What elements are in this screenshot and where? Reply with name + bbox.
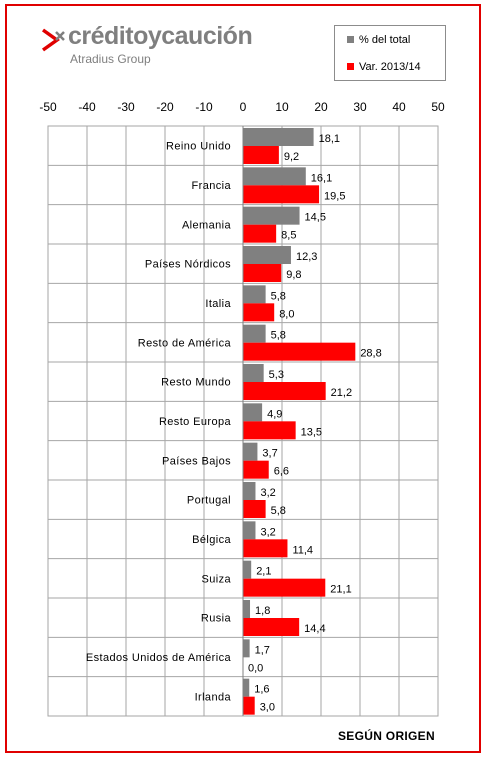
bar-total xyxy=(243,560,252,579)
data-label-total: 16,1 xyxy=(311,172,332,184)
category-label: Reino Unido xyxy=(166,141,231,153)
legend-label-var: Var. 2013/14 xyxy=(359,61,421,73)
x-tick-label: -20 xyxy=(156,100,174,114)
data-label-var: 13,5 xyxy=(301,426,322,438)
legend-item-var: Var. 2013/14 xyxy=(347,61,421,73)
bar-var xyxy=(243,303,275,322)
data-label-total: 1,8 xyxy=(255,605,270,617)
x-tick-label: -40 xyxy=(78,100,96,114)
bar-total xyxy=(243,324,266,343)
bar-var xyxy=(243,421,296,440)
x-tick-label: -50 xyxy=(39,100,57,114)
data-label-var: 21,1 xyxy=(330,584,351,596)
bar-total xyxy=(243,128,314,146)
bar-var xyxy=(243,185,320,204)
data-label-total: 5,8 xyxy=(271,330,286,342)
category-label: Rusia xyxy=(201,613,232,625)
x-tick-label: 20 xyxy=(314,100,328,114)
category-label: Bélgica xyxy=(192,534,231,546)
data-label-var: 3,0 xyxy=(260,702,275,714)
data-label-var: 9,2 xyxy=(284,151,299,163)
data-label-var: 19,5 xyxy=(324,190,345,202)
data-label-total: 1,6 xyxy=(254,684,269,696)
data-label-total: 4,9 xyxy=(267,408,282,420)
category-label: Portugal xyxy=(187,495,231,507)
category-label: Resto Mundo xyxy=(161,377,231,389)
bar-total xyxy=(243,167,306,186)
chart-legend: % del total Var. 2013/14 xyxy=(334,25,446,81)
category-label: Francia xyxy=(192,180,232,192)
x-tick-label: 0 xyxy=(240,100,247,114)
data-label-var: 9,8 xyxy=(286,269,301,281)
category-label: Italia xyxy=(205,298,231,310)
bar-total xyxy=(243,482,256,500)
x-tick-label: -10 xyxy=(195,100,213,114)
legend-label-total: % del total xyxy=(359,34,411,46)
chart-footer: SEGÚN ORIGEN xyxy=(338,729,435,743)
data-label-total: 18,1 xyxy=(319,133,340,145)
legend-swatch-var xyxy=(347,62,354,70)
data-label-total: 1,7 xyxy=(255,644,270,656)
data-label-total: 3,2 xyxy=(260,526,275,538)
category-label: Alemania xyxy=(182,219,232,231)
bar-total xyxy=(243,600,251,618)
bar-var xyxy=(243,460,269,479)
bar-var xyxy=(243,382,326,400)
category-label: Suiza xyxy=(201,573,231,585)
data-label-total: 3,7 xyxy=(262,448,277,460)
bar-total xyxy=(243,206,300,225)
data-label-var: 5,8 xyxy=(271,505,286,517)
data-label-var: 11,4 xyxy=(292,544,313,556)
bar-var xyxy=(243,618,300,636)
x-tick-label: 50 xyxy=(431,100,445,114)
legend-item-total: % del total xyxy=(347,34,410,46)
category-label: Países Bajos xyxy=(162,455,231,467)
bar-var xyxy=(243,696,255,715)
category-label: Resto de América xyxy=(138,337,232,349)
legend-swatch-total xyxy=(347,35,354,43)
data-label-var: 8,0 xyxy=(279,308,294,320)
chevron-cross-icon xyxy=(41,28,65,52)
bar-total xyxy=(243,639,250,658)
chart-frame xyxy=(5,4,481,753)
data-label-total: 2,1 xyxy=(256,566,271,578)
category-label: Irlanda xyxy=(195,691,232,703)
x-tick-label: 30 xyxy=(353,100,367,114)
x-tick-label: -30 xyxy=(117,100,135,114)
category-label: Países Nórdicos xyxy=(145,259,231,271)
data-label-total: 5,3 xyxy=(269,369,284,381)
bar-var xyxy=(243,539,288,558)
data-label-var: 14,4 xyxy=(304,623,325,635)
bar-var xyxy=(243,578,326,597)
bar-total xyxy=(243,285,266,304)
data-label-total: 3,2 xyxy=(260,487,275,499)
data-label-total: 5,8 xyxy=(271,290,286,302)
bar-var xyxy=(243,146,279,164)
data-label-var: 21,2 xyxy=(331,387,352,399)
bar-var xyxy=(243,342,356,361)
bar-total xyxy=(243,246,291,264)
bar-var xyxy=(243,500,266,518)
data-label-var: 6,6 xyxy=(274,466,289,478)
brand-name: créditoycaución xyxy=(68,22,253,50)
x-tick-label: 10 xyxy=(275,100,289,114)
category-label: Resto Europa xyxy=(159,416,232,428)
bar-total xyxy=(243,678,250,697)
bar-total xyxy=(243,403,263,422)
data-label-var: 28,8 xyxy=(360,348,381,360)
data-label-var: 8,5 xyxy=(281,230,296,242)
brand-tagline: Atradius Group xyxy=(70,52,151,66)
category-label: Estados Unidos de América xyxy=(86,652,232,664)
bar-total xyxy=(243,442,258,461)
data-label-total: 12,3 xyxy=(296,251,317,263)
bar-total xyxy=(243,364,264,382)
bar-var xyxy=(243,224,277,243)
data-label-var: 0,0 xyxy=(248,662,263,674)
x-tick-label: 40 xyxy=(392,100,406,114)
bar-total xyxy=(243,521,256,540)
data-label-total: 14,5 xyxy=(305,212,326,224)
bar-var xyxy=(243,264,282,282)
